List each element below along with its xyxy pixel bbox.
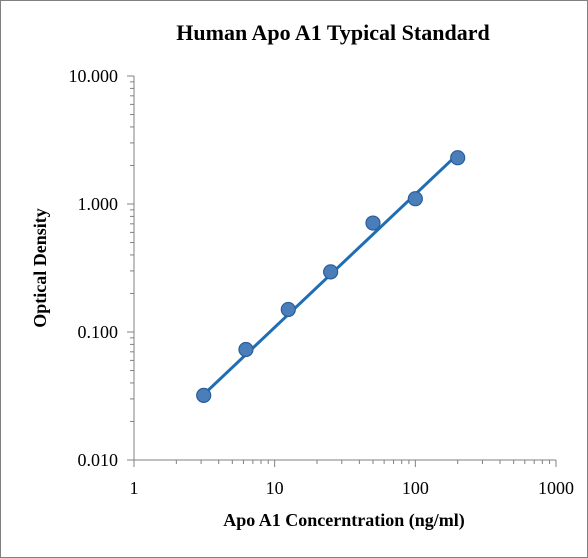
x-axis: 1 10 100 1000 [130, 459, 574, 498]
data-point [407, 191, 423, 207]
x-axis-ticks: 1 10 100 1000 [130, 460, 574, 498]
chart-title: Human Apo A1 Typical Standard [176, 20, 489, 45]
x-tick-label: 100 [402, 478, 429, 498]
x-tick-label: 1 [130, 478, 139, 498]
data-point [280, 301, 296, 318]
y-tick-label: 0.100 [78, 322, 119, 342]
y-axis: 0.010 0.100 1.000 10.000 [69, 66, 135, 470]
y-axis-label: Optical Density [30, 208, 50, 328]
data-point [238, 341, 254, 358]
y-tick-label: 10.000 [69, 66, 119, 86]
x-tick-label: 1000 [538, 478, 574, 498]
x-tick-label: 10 [266, 478, 284, 498]
x-axis-label: Apo A1 Concerntration (ng/ml) [223, 510, 465, 531]
y-tick-label: 0.010 [78, 450, 119, 470]
data-point [323, 264, 339, 280]
y-axis-ticks: 0.010 0.100 1.000 10.000 [69, 66, 134, 470]
y-tick-label: 1.000 [78, 194, 119, 214]
plot-area [196, 150, 466, 403]
data-point [196, 387, 212, 403]
data-point [450, 150, 466, 166]
data-point [365, 215, 381, 231]
